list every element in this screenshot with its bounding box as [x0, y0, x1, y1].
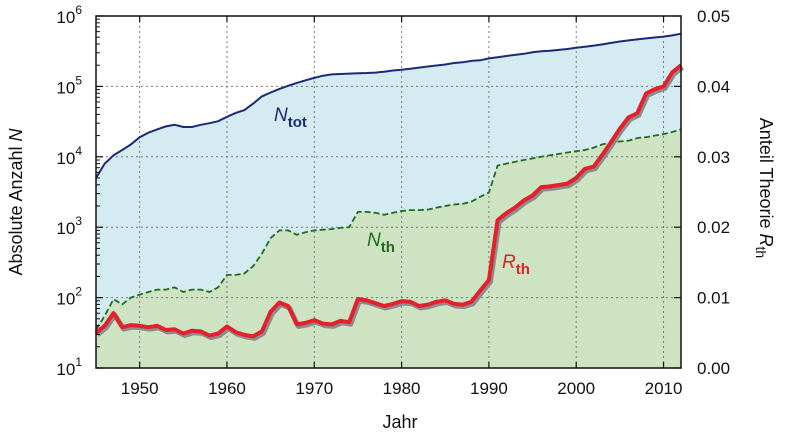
x-tick-label: 1970 [295, 379, 333, 398]
y-axis-right-title-text: Anteil Theorie [756, 118, 776, 229]
y-axis-left-title: Absolute Anzahl N [6, 127, 26, 275]
y-right-tick-label: 0.03 [697, 148, 730, 167]
line-nth [95, 128, 682, 331]
y-left-tick-exp: 4 [75, 144, 82, 158]
label-rth: Rth [502, 252, 530, 278]
x-tick-label: 2010 [645, 379, 683, 398]
y-axis-right-title: Anteil Theorie Rth [753, 118, 776, 258]
y-right-tick-label: 0.02 [697, 218, 730, 237]
y-left-tick-label: 104 [56, 144, 82, 168]
x-tick-label: 1960 [208, 379, 246, 398]
plot-frame [95, 15, 682, 369]
label-rth-sub: th [516, 261, 530, 278]
line-ntot [95, 32, 682, 179]
y-right-tick-label: 0.00 [697, 359, 730, 378]
x-tick-label: 1980 [383, 379, 421, 398]
y-axis-left-title-text: Absolute Anzahl [6, 146, 26, 275]
x-tick-label: 1990 [470, 379, 508, 398]
label-nth-sub: th [381, 239, 395, 256]
x-tick-label: 2000 [557, 379, 595, 398]
label-rth-main: R [502, 252, 516, 273]
y-left-tick-base: 10 [56, 8, 75, 27]
x-tick-label: 1950 [121, 379, 159, 398]
y-left-tick-base: 10 [56, 290, 75, 309]
line-rth [94, 63, 683, 339]
y-left-tick-exp: 6 [75, 3, 82, 17]
y-left-tick-exp: 1 [75, 355, 82, 369]
y-left-tick-label: 105 [56, 73, 82, 97]
y-left-tick-label: 103 [56, 214, 82, 238]
y-left-tick-label: 101 [56, 355, 82, 379]
y-left-tick-base: 10 [56, 78, 75, 97]
y-right-tick-label: 0.01 [697, 289, 730, 308]
y-left-tick-base: 10 [56, 219, 75, 238]
y-axis-right-title-sub: th [753, 247, 769, 259]
plot-area: 1950 1960 1970 1980 1990 2000 2010101102103104… [56, 3, 730, 398]
y-left-tick-exp: 3 [75, 214, 82, 228]
y-right-tick-label: 0.05 [697, 7, 730, 26]
label-ntot-main: N [274, 105, 288, 126]
y-right-tick-label: 0.04 [697, 77, 730, 96]
y-left-tick-base: 10 [56, 149, 75, 168]
y-axis-left-title-var: N [6, 127, 26, 141]
label-ntot-sub: tot [288, 114, 307, 131]
y-left-tick-base: 10 [56, 360, 75, 379]
label-nth-main: N [367, 230, 381, 251]
label-nth: Nth [367, 230, 395, 256]
y-left-tick-label: 106 [56, 3, 82, 27]
x-axis-title: Jahr [382, 412, 417, 432]
y-left-tick-exp: 5 [75, 73, 82, 87]
y-axis-right-title-var: R [756, 234, 776, 247]
y-left-tick-label: 102 [56, 285, 82, 309]
y-left-tick-exp: 2 [75, 285, 82, 299]
label-ntot: Ntot [274, 105, 307, 131]
area-nth [96, 129, 681, 368]
